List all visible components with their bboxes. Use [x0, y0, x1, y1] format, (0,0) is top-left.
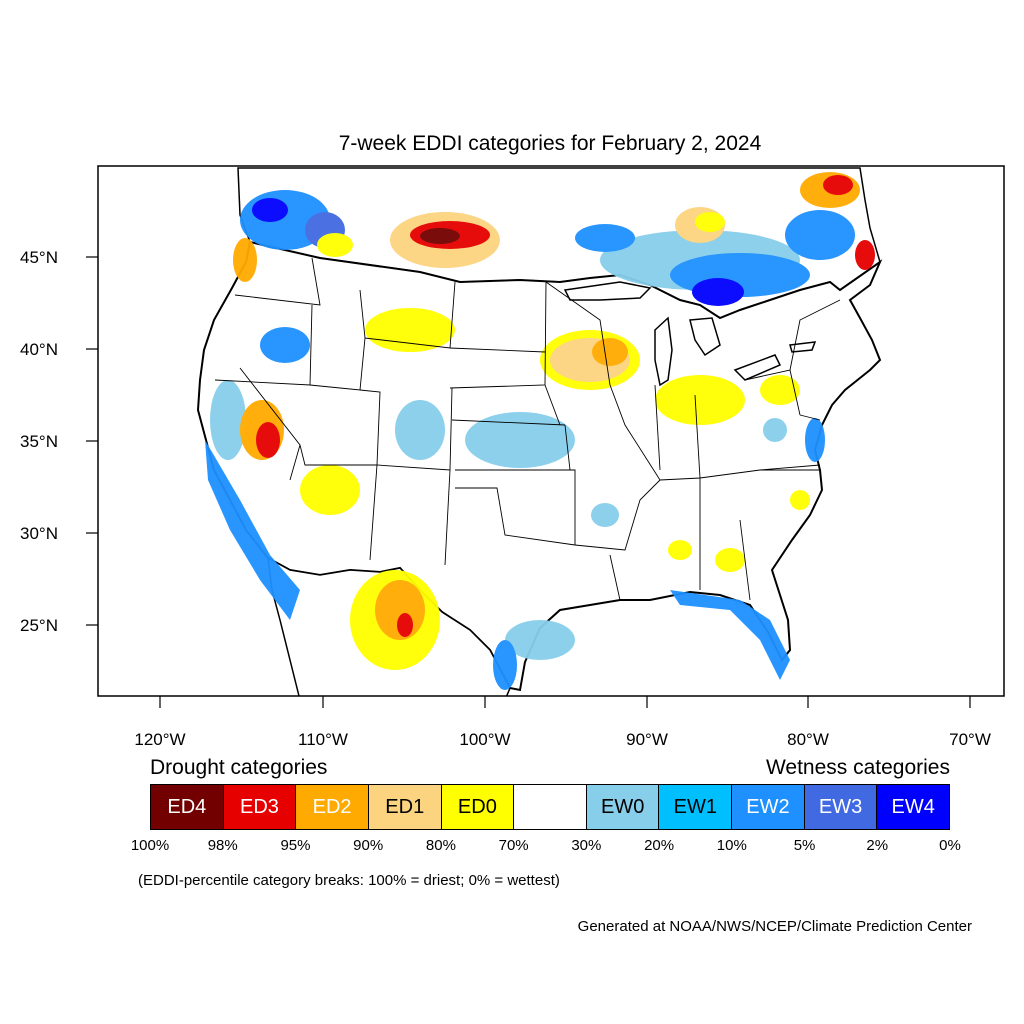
lon-label-120: 120°W	[134, 730, 185, 749]
legend-break: 90%	[353, 837, 384, 854]
legend-category-ew4: EW4	[877, 785, 950, 829]
legend-colorbar: ED4 ED3 ED2 ED1 ED0 EW0 EW1 EW2 EW3 EW4	[150, 784, 950, 830]
credit-line: Generated at NOAA/NWS/NCEP/Climate Predi…	[577, 918, 972, 935]
legend-category-ew2: EW2	[732, 785, 805, 829]
legend-break: 10%	[716, 837, 747, 854]
lat-label-30: 30°N	[20, 524, 58, 543]
legend-break: 98%	[207, 837, 238, 854]
lon-ticks	[159, 696, 971, 708]
legend-break: 2%	[866, 837, 889, 854]
legend-break: 5%	[793, 837, 816, 854]
lat-labels: 45°N 40°N 35°N 30°N 25°N	[20, 248, 58, 635]
eddi-category-patches	[205, 172, 875, 690]
legend-break: 0%	[939, 837, 961, 854]
legend-break: 70%	[498, 837, 529, 854]
legend-category-ed2: ED2	[296, 785, 369, 829]
legend-category-ew3: EW3	[804, 785, 878, 829]
legend-category-ed0: ED0	[441, 785, 515, 829]
legend-category-ed3: ED3	[223, 785, 297, 829]
lon-label-70: 70°W	[949, 730, 991, 749]
legend-category-ew0: EW0	[586, 785, 660, 829]
lat-label-40: 40°N	[20, 340, 58, 359]
map-frame	[97, 165, 1005, 697]
legend-category-ed1: ED1	[368, 785, 442, 829]
category-breaks-note: (EDDI-percentile category breaks: 100% =…	[138, 872, 560, 889]
lat-label-35: 35°N	[20, 432, 58, 451]
lon-labels: 120°W 110°W 100°W 90°W 80°W 70°W	[134, 730, 990, 749]
legend-category-ed4: ED4	[151, 785, 224, 829]
legend-break: 100%	[130, 837, 170, 854]
lon-label-110: 110°W	[298, 730, 348, 749]
legend-break: 30%	[571, 837, 602, 854]
lat-ticks	[86, 256, 98, 626]
map-plot-area	[196, 167, 883, 696]
legend-break: 80%	[425, 837, 456, 854]
legend-category-ew1: EW1	[659, 785, 733, 829]
eddi-map: 45°N 40°N 35°N 30°N 25°N 120°W 110°W 100…	[20, 165, 1005, 749]
lon-label-80: 80°W	[787, 730, 829, 749]
drought-heading: Drought categories	[150, 756, 328, 779]
lat-label-45: 45°N	[20, 248, 58, 267]
map-title: 7-week EDDI categories for February 2, 2…	[338, 132, 762, 155]
state-boundaries	[214, 257, 841, 601]
lon-label-100: 100°W	[459, 730, 510, 749]
great-lakes	[563, 281, 817, 387]
lon-label-90: 90°W	[626, 730, 668, 749]
wetness-heading: Wetness categories	[765, 756, 950, 779]
legend-break: 95%	[280, 837, 311, 854]
legend-break: 20%	[644, 837, 675, 854]
lat-label-25: 25°N	[20, 616, 58, 635]
legend-category-neutral	[514, 785, 587, 829]
